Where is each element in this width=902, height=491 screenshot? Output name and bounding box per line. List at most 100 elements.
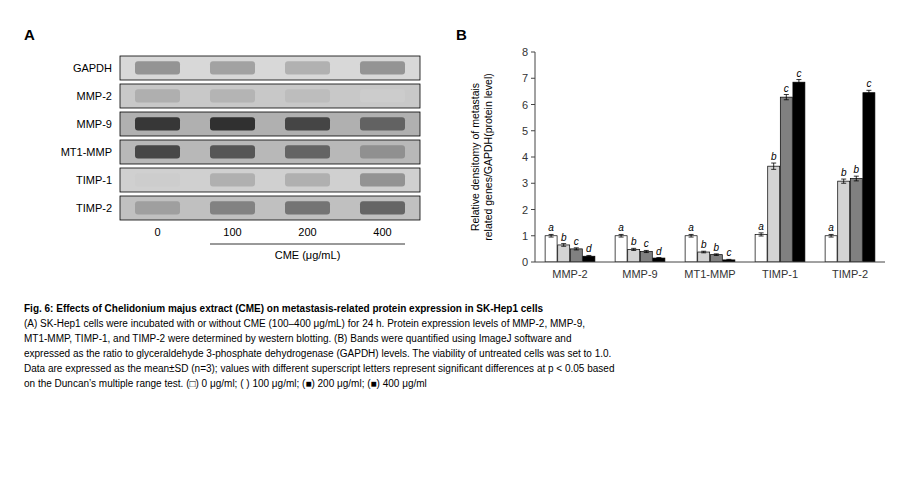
y-tick-label: 3 xyxy=(522,177,528,189)
y-axis-line xyxy=(535,52,536,262)
error-bar xyxy=(586,255,591,257)
x-tick-label: TIMP-2 xyxy=(832,268,868,280)
error-bar xyxy=(619,234,624,237)
y-tick xyxy=(531,104,535,105)
letters: aaaaabbbbbccbcbddccc xyxy=(548,68,871,259)
error-cap xyxy=(586,257,591,258)
letter-label: c xyxy=(574,236,579,247)
error-bar xyxy=(784,95,789,100)
error-bar xyxy=(549,234,554,237)
y-tick xyxy=(531,157,535,158)
error-bar xyxy=(644,250,649,252)
error-cap xyxy=(549,237,554,238)
y-tick xyxy=(531,209,535,210)
lane-label: 400 xyxy=(373,226,391,238)
caption-line: (A) SK-Hep1 cells were incubated with or… xyxy=(24,318,585,329)
letter-label: d xyxy=(586,243,592,254)
letter-label: c xyxy=(726,247,731,258)
bar xyxy=(698,252,710,262)
blot-band xyxy=(360,145,405,158)
row-label: TIMP-2 xyxy=(76,202,112,214)
error-cap xyxy=(759,232,764,233)
error-cap xyxy=(796,79,801,80)
blot-strip xyxy=(120,84,420,108)
error-bar xyxy=(759,233,764,236)
x-tick-label: TIMP-1 xyxy=(762,268,798,280)
y-tick xyxy=(531,235,535,236)
error-bar xyxy=(726,259,731,260)
caption-line: on the Duncan’s multiple range test. (□)… xyxy=(24,378,427,389)
letter-label: a xyxy=(688,222,694,233)
letter-label: a xyxy=(758,221,764,232)
row-label: MT1-MMP xyxy=(61,146,112,158)
error-stem xyxy=(773,163,774,169)
y-axis-label: Relative densitomy of metastaisrelated g… xyxy=(469,73,494,241)
error-cap xyxy=(619,237,624,238)
blot-band xyxy=(360,117,405,130)
error-bar xyxy=(771,163,776,169)
error-cap xyxy=(701,251,706,252)
blot-band xyxy=(135,89,180,102)
error-cap xyxy=(656,257,661,258)
y-tick xyxy=(531,78,535,79)
y-tick xyxy=(531,52,535,53)
blot-band xyxy=(285,117,330,130)
bar xyxy=(863,93,875,262)
error-bar xyxy=(574,248,579,250)
blot-band xyxy=(135,145,180,158)
error-bar xyxy=(656,258,661,259)
letter-label: c xyxy=(784,83,789,94)
error-cap xyxy=(549,234,554,235)
x-axis-line xyxy=(535,262,885,263)
error-bar xyxy=(631,248,636,250)
blot-strip xyxy=(120,56,420,80)
error-cap xyxy=(866,90,871,91)
letter-label: b xyxy=(771,151,777,162)
letter-label: b xyxy=(714,242,720,253)
blot-band xyxy=(210,201,255,214)
blot-band xyxy=(135,117,180,130)
blot-band xyxy=(135,173,180,186)
bar xyxy=(710,255,722,262)
y-tick xyxy=(531,183,535,184)
caption-line: expressed as the ratio to glyceraldehyde… xyxy=(24,348,611,359)
error-cap xyxy=(841,179,846,180)
error-cap xyxy=(631,250,636,251)
error-bar xyxy=(841,179,846,183)
row-label: GAPDH xyxy=(73,62,112,74)
error-cap xyxy=(829,234,834,235)
letter-label: a xyxy=(828,222,834,233)
error-cap xyxy=(854,180,859,181)
blot-band xyxy=(210,173,255,186)
error-stem xyxy=(798,80,799,85)
blot-strip xyxy=(120,168,420,192)
row-label: MMP-2 xyxy=(77,90,112,102)
error-cap xyxy=(701,252,706,253)
x-axis-label: CME (μg/mL) xyxy=(275,249,341,261)
panel-label: B xyxy=(456,26,467,43)
bracket xyxy=(210,244,405,245)
x-tick-label: MMP-9 xyxy=(622,268,657,280)
error-cap xyxy=(714,253,719,254)
error-cap xyxy=(574,249,579,250)
error-cap xyxy=(644,252,649,253)
y-tick xyxy=(531,262,535,263)
blot-band xyxy=(360,173,405,186)
error-stem xyxy=(868,90,869,95)
error-cap xyxy=(759,236,764,237)
lane-label: 0 xyxy=(154,226,160,238)
error-cap xyxy=(714,255,719,256)
row-label: TIMP-1 xyxy=(76,174,112,186)
figure: AGAPDHMMP-2MMP-9MT1-MMPTIMP-1TIMP-201002… xyxy=(0,0,902,491)
error-cap xyxy=(726,259,731,260)
letter-label: a xyxy=(618,222,624,233)
blot-band xyxy=(135,201,180,214)
error-cap xyxy=(784,99,789,100)
bar xyxy=(570,249,582,262)
letter-label: b xyxy=(841,167,847,178)
panel-label: A xyxy=(24,26,35,43)
error-bar xyxy=(796,80,801,85)
blot-band xyxy=(210,117,255,130)
y-tick-label: 0 xyxy=(522,256,528,268)
error-stem xyxy=(843,179,844,183)
